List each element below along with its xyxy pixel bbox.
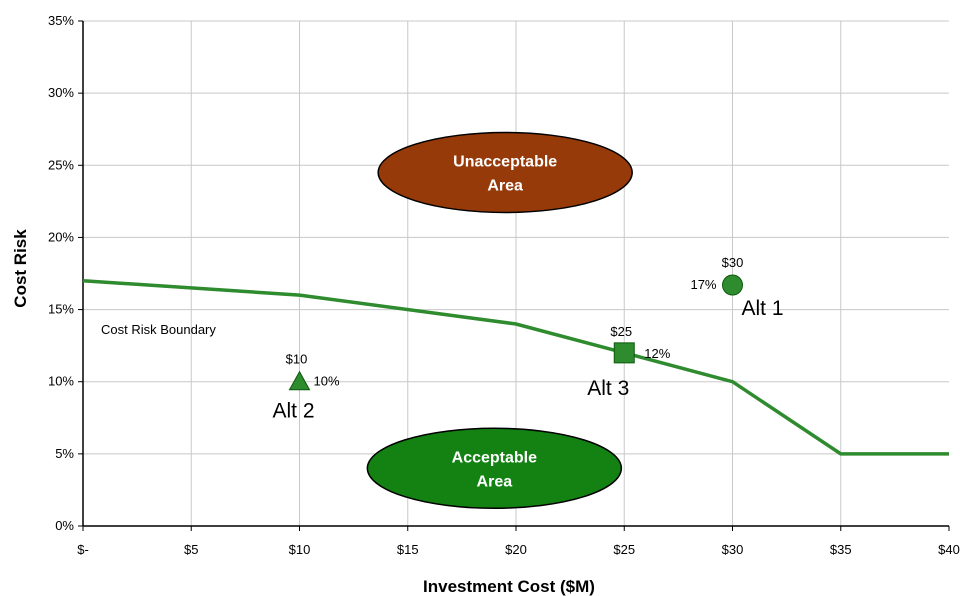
unacceptable-area-label: Unacceptable	[453, 154, 557, 171]
x-tick-label: $-	[77, 542, 89, 557]
x-axis: $- $5 $10 $15 $20 $25 $30 $35 $40	[77, 526, 960, 557]
acceptable-area-ellipse	[366, 427, 623, 510]
unacceptable-area-label: Area	[487, 178, 523, 195]
y-tick-label: 20%	[48, 229, 74, 244]
x-tick-label: $25	[613, 542, 635, 557]
alt-label: Alt 3	[587, 377, 629, 400]
risk-label: 12%	[644, 346, 670, 361]
x-tick-label: $30	[722, 542, 744, 557]
alternatives-series: $30 17% Alt 1 $10 10%Alt 2 $25 12% Alt 3	[272, 255, 783, 423]
cost-label: $30	[722, 255, 744, 270]
alt-label: Alt 1	[742, 297, 784, 320]
grid	[83, 20, 949, 526]
acceptable-area: Acceptable Area	[366, 427, 623, 510]
y-axis-title: Cost Risk	[11, 229, 30, 308]
alternative-alt-3: $25 12% Alt 3	[587, 324, 670, 400]
x-tick-label: $15	[397, 542, 419, 557]
y-tick-label: 30%	[48, 85, 74, 100]
y-tick-label: 0%	[55, 518, 74, 533]
y-tick-label: 35%	[48, 13, 74, 28]
x-tick-label: $10	[289, 542, 311, 557]
acceptable-area-label: Area	[477, 473, 513, 490]
x-tick-label: $35	[830, 542, 852, 557]
y-tick-label: 15%	[48, 302, 74, 317]
area-ellipses: Unacceptable Area Acceptable Area	[366, 131, 633, 510]
unacceptable-area: Unacceptable Area	[377, 131, 633, 214]
y-tick-label: 25%	[48, 157, 74, 172]
x-tick-label: $5	[184, 542, 198, 557]
y-axis: 0% 5% 10% 15% 20% 25% 30% 35%	[48, 13, 83, 533]
alternative-alt-2: $10 10%Alt 2	[272, 352, 339, 423]
boundary-label: Cost Risk Boundary	[101, 322, 216, 337]
x-tick-label: $40	[938, 542, 960, 557]
y-tick-label: 5%	[55, 446, 74, 461]
alt-label: Alt 2	[272, 400, 314, 423]
risk-label: 10%	[314, 374, 340, 389]
alternative-alt-1: $30 17% Alt 1	[690, 255, 783, 320]
cost-label: $25	[610, 324, 632, 339]
risk-label: 17%	[690, 277, 716, 292]
acceptable-area-label: Acceptable	[452, 449, 537, 466]
circle-marker	[722, 274, 743, 296]
x-tick-label: $20	[505, 542, 527, 557]
x-axis-title: Investment Cost ($M)	[423, 577, 595, 596]
triangle-marker	[288, 370, 311, 391]
square-marker	[613, 342, 635, 364]
unacceptable-area-ellipse	[377, 131, 633, 214]
y-tick-label: 10%	[48, 374, 74, 389]
cost-label: $10	[286, 352, 308, 367]
